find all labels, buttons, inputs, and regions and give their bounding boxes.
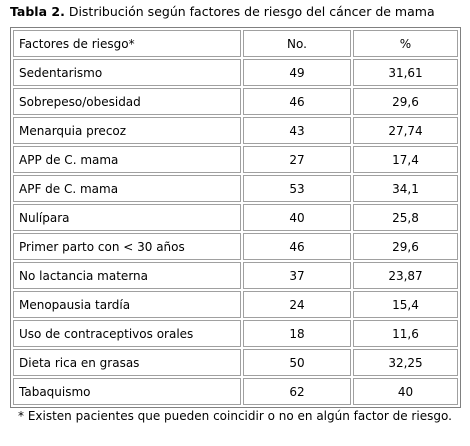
table-cell: 29,6: [353, 88, 458, 115]
table-cell: 53: [243, 175, 351, 202]
table-cell: Menarquia precoz: [13, 117, 241, 144]
header-row: Factores de riesgo* No.%: [13, 30, 458, 57]
table-row: APP de C. mama 27 17,4: [13, 146, 458, 173]
table-cell: 27: [243, 146, 351, 173]
table-cell: 11,6: [353, 320, 458, 347]
table-cell: Tabaquismo: [13, 378, 241, 405]
table-cell: Menopausia tardía: [13, 291, 241, 318]
table-cell: Sobrepeso/obesidad: [13, 88, 241, 115]
caption-text: Distribución según factores de riesgo de…: [68, 4, 435, 19]
table-cell: 17,4: [353, 146, 458, 173]
table-cell: 27,74: [353, 117, 458, 144]
table-cell: No.: [243, 30, 351, 57]
table-row: Uso de contraceptivos orales 18 11,6: [13, 320, 458, 347]
table-row: Menarquia precoz 43 27,74: [13, 117, 458, 144]
footnote: * Existen pacientes que pueden coincidir…: [18, 409, 452, 423]
table-cell: 46: [243, 233, 351, 260]
risk-table: Factores de riesgo* No.% Sedentarismo 49 31,…: [10, 27, 461, 408]
table-cell: Factores de riesgo*: [13, 30, 241, 57]
table-cell: APF de C. mama: [13, 175, 241, 202]
table-cell: 15,4: [353, 291, 458, 318]
table-cell: 43: [243, 117, 351, 144]
table-cell: 62: [243, 378, 351, 405]
table-cell: 25,8: [353, 204, 458, 231]
table-cell: 49: [243, 59, 351, 86]
table-row: Dieta rica en grasas 50 32,25: [13, 349, 458, 376]
table-row: Sobrepeso/obesidad 46 29,6: [13, 88, 458, 115]
table-cell: 29,6: [353, 233, 458, 260]
table-row: Nulípara 40 25,8: [13, 204, 458, 231]
table-cell: 37: [243, 262, 351, 289]
table-cell: 24: [243, 291, 351, 318]
table-cell: 31,61: [353, 59, 458, 86]
table-cell: APP de C. mama: [13, 146, 241, 173]
table-cell: 18: [243, 320, 351, 347]
table-cell: Primer parto con < 30 años: [13, 233, 241, 260]
table-cell: 40: [243, 204, 351, 231]
table-cell: 32,25: [353, 349, 458, 376]
table-cell: 23,87: [353, 262, 458, 289]
table-row: Menopausia tardía 24 15,4: [13, 291, 458, 318]
table-cell: Sedentarismo: [13, 59, 241, 86]
table-row: Tabaquismo 62 40: [13, 378, 458, 405]
table-caption: Tabla 2. Distribución según factores de …: [10, 4, 435, 19]
table-cell: Uso de contraceptivos orales: [13, 320, 241, 347]
table-row: Primer parto con < 30 años 46 29,6: [13, 233, 458, 260]
table-cell: %: [353, 30, 458, 57]
table-cell: 50: [243, 349, 351, 376]
table-row: APF de C. mama 53 34,1: [13, 175, 458, 202]
table-cell: No lactancia materna: [13, 262, 241, 289]
table-cell: 40: [353, 378, 458, 405]
table-cell: 46: [243, 88, 351, 115]
table-cell: 34,1: [353, 175, 458, 202]
table-cell: Nulípara: [13, 204, 241, 231]
table-row: No lactancia materna 37 23,87: [13, 262, 458, 289]
table-row: Sedentarismo 49 31,61: [13, 59, 458, 86]
table-cell: Dieta rica en grasas: [13, 349, 241, 376]
caption-label: Tabla 2.: [10, 4, 65, 19]
